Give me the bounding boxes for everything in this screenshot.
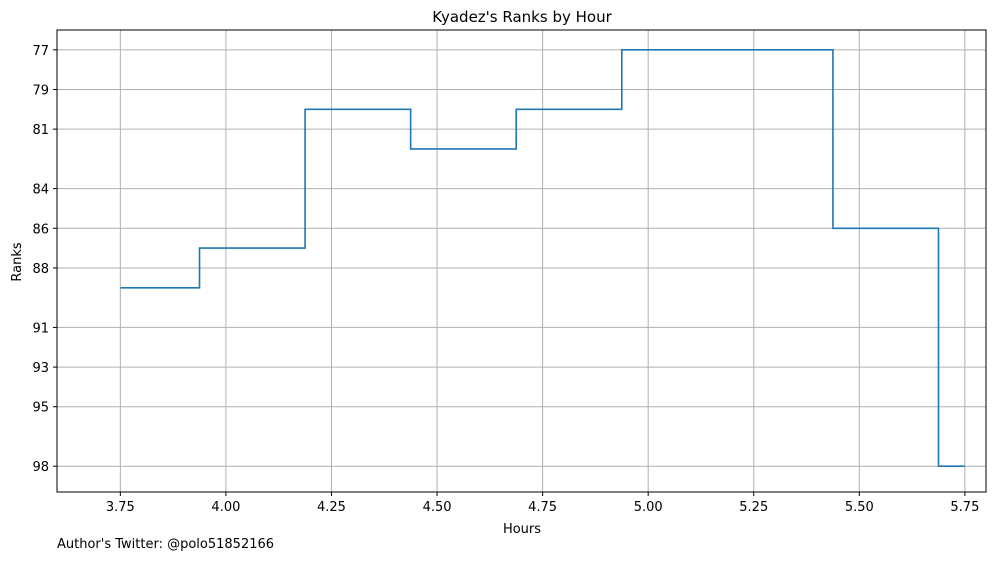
x-tick-label: 4.25: [317, 500, 346, 515]
y-tick-label: 84: [32, 183, 49, 198]
rank-series-line: [120, 49, 965, 468]
y-tick-label: 86: [32, 222, 49, 237]
y-tick-label: 93: [32, 361, 49, 376]
x-axis: 3.75 4.00 4.25 4.50 4.75 5.00 5.25 5.50 5.75: [106, 492, 979, 515]
grid: [57, 30, 986, 492]
y-tick-label: 79: [32, 83, 49, 98]
x-tick-label: 5.75: [950, 500, 979, 515]
y-axis: 77 79 81 84 86 88 91 93 95 98: [32, 44, 57, 475]
plot-area: [120, 49, 965, 468]
x-tick-label: 3.75: [106, 500, 135, 515]
x-tick-label: 5.25: [739, 500, 768, 515]
x-tick-label: 4.00: [211, 500, 240, 515]
y-tick-label: 95: [32, 401, 49, 416]
x-tick-label: 4.50: [423, 500, 452, 515]
y-tick-label: 98: [32, 460, 49, 475]
x-tick-label: 4.75: [528, 500, 557, 515]
author-credit: Author's Twitter: @polo51852166: [57, 537, 275, 552]
chart-title: Kyadez's Ranks by Hour: [432, 8, 612, 26]
y-axis-label: Ranks: [10, 242, 25, 281]
y-tick-label: 77: [32, 44, 49, 59]
x-axis-label: Hours: [503, 522, 541, 537]
x-tick-label: 5.00: [634, 500, 663, 515]
y-tick-label: 81: [32, 123, 49, 138]
x-tick-label: 5.50: [845, 500, 874, 515]
y-tick-label: 91: [32, 321, 49, 336]
y-tick-label: 88: [32, 262, 49, 277]
axes-frame: [56, 29, 987, 493]
